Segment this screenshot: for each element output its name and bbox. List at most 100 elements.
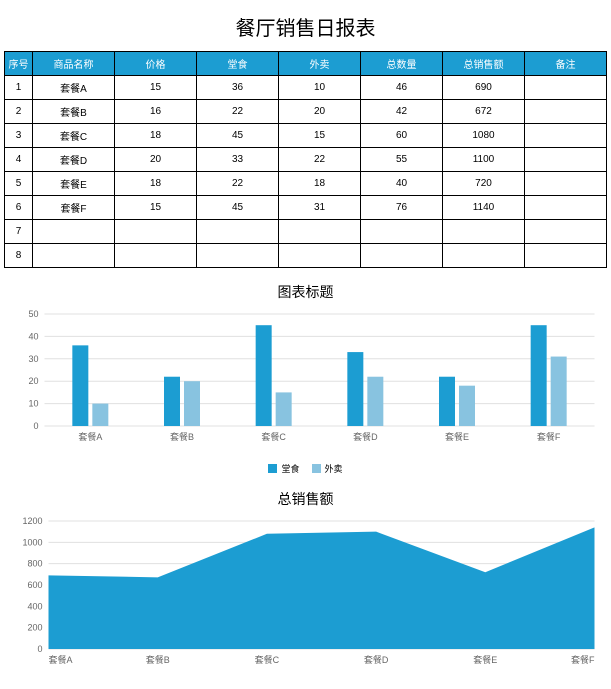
- table-cell: [279, 244, 361, 268]
- bar-chart-legend: 堂食 外卖: [4, 462, 607, 475]
- table-cell: 18: [115, 172, 197, 196]
- table-cell: 8: [5, 244, 33, 268]
- table-cell: 18: [279, 172, 361, 196]
- svg-text:800: 800: [27, 559, 42, 569]
- table-cell: 33: [197, 148, 279, 172]
- table-cell: 16: [115, 100, 197, 124]
- table-row: 1套餐A15361046690: [5, 76, 607, 100]
- bar: [164, 377, 180, 426]
- bar: [92, 404, 108, 426]
- table-row: 4套餐D203322551100: [5, 148, 607, 172]
- legend-item: 外卖: [312, 462, 343, 475]
- table-cell: [525, 244, 607, 268]
- table-cell: [279, 220, 361, 244]
- table-cell: 4: [5, 148, 33, 172]
- table-row: 7: [5, 220, 607, 244]
- svg-text:1000: 1000: [22, 537, 42, 547]
- table-cell: 7: [5, 220, 33, 244]
- legend-swatch: [312, 464, 321, 473]
- svg-text:套餐D: 套餐D: [353, 431, 378, 442]
- bar: [276, 392, 292, 426]
- bar-chart-title: 图表标题: [4, 282, 607, 302]
- svg-text:20: 20: [28, 376, 38, 386]
- table-cell: 20: [279, 100, 361, 124]
- table-cell: 1080: [443, 124, 525, 148]
- table-cell: 690: [443, 76, 525, 100]
- svg-text:0: 0: [37, 644, 42, 654]
- svg-text:套餐E: 套餐E: [445, 431, 469, 442]
- table-cell: [197, 220, 279, 244]
- table-cell: 1140: [443, 196, 525, 220]
- table-row: 3套餐C184515601080: [5, 124, 607, 148]
- table-cell: 套餐E: [33, 172, 115, 196]
- table-cell: 60: [361, 124, 443, 148]
- svg-text:套餐A: 套餐A: [78, 431, 102, 442]
- legend-label: 外卖: [325, 462, 343, 475]
- bar: [72, 345, 88, 426]
- table-header-cell: 堂食: [197, 52, 279, 76]
- table-cell: 6: [5, 196, 33, 220]
- table-cell: [525, 124, 607, 148]
- bar: [551, 357, 567, 426]
- table-cell: [443, 220, 525, 244]
- table-header-cell: 价格: [115, 52, 197, 76]
- svg-text:50: 50: [28, 309, 38, 319]
- table-cell: 2: [5, 100, 33, 124]
- table-cell: [115, 220, 197, 244]
- table-cell: [525, 220, 607, 244]
- area-chart-title: 总销售额: [4, 489, 607, 509]
- svg-text:套餐D: 套餐D: [364, 654, 389, 665]
- bar: [184, 381, 200, 426]
- area: [49, 527, 595, 649]
- table-cell: [33, 220, 115, 244]
- table-cell: 45: [197, 124, 279, 148]
- table-cell: 76: [361, 196, 443, 220]
- table-cell: [525, 196, 607, 220]
- table-cell: 1: [5, 76, 33, 100]
- bar: [459, 386, 475, 426]
- svg-text:600: 600: [27, 580, 42, 590]
- table-cell: 15: [115, 76, 197, 100]
- sales-table: 序号商品名称价格堂食外卖总数量总销售额备注 1套餐A153610466902套餐…: [4, 51, 607, 268]
- table-cell: 22: [197, 172, 279, 196]
- svg-text:套餐C: 套餐C: [255, 654, 280, 665]
- table-cell: 套餐B: [33, 100, 115, 124]
- table-header-cell: 商品名称: [33, 52, 115, 76]
- bar: [439, 377, 455, 426]
- svg-text:套餐C: 套餐C: [261, 431, 286, 442]
- table-cell: [525, 76, 607, 100]
- table-cell: 套餐A: [33, 76, 115, 100]
- table-cell: 20: [115, 148, 197, 172]
- table-cell: [115, 244, 197, 268]
- area-chart-section: 总销售额 020040060080010001200套餐A套餐B套餐C套餐D套餐…: [4, 489, 607, 685]
- table-row: 2套餐B16222042672: [5, 100, 607, 124]
- legend-label: 堂食: [281, 462, 299, 475]
- svg-text:套餐B: 套餐B: [170, 431, 194, 442]
- table-header-cell: 备注: [525, 52, 607, 76]
- table-cell: 套餐D: [33, 148, 115, 172]
- table-header-cell: 总数量: [361, 52, 443, 76]
- table-cell: 42: [361, 100, 443, 124]
- bar-chart-section: 图表标题 01020304050套餐A套餐B套餐C套餐D套餐E套餐F 堂食外卖: [4, 282, 607, 475]
- table-row: 6套餐F154531761140: [5, 196, 607, 220]
- legend-item: 堂食: [268, 462, 299, 475]
- svg-text:1200: 1200: [22, 516, 42, 526]
- svg-text:10: 10: [28, 399, 38, 409]
- legend-swatch: [268, 464, 277, 473]
- svg-text:400: 400: [27, 601, 42, 611]
- table-header-cell: 外卖: [279, 52, 361, 76]
- table-header-cell: 序号: [5, 52, 33, 76]
- table-cell: 31: [279, 196, 361, 220]
- table-cell: 22: [279, 148, 361, 172]
- table-cell: [361, 244, 443, 268]
- svg-text:30: 30: [28, 354, 38, 364]
- bar: [256, 325, 272, 426]
- table-row: 8: [5, 244, 607, 268]
- area-chart: 020040060080010001200套餐A套餐B套餐C套餐D套餐E套餐F: [4, 515, 607, 685]
- table-cell: 22: [197, 100, 279, 124]
- table-cell: 3: [5, 124, 33, 148]
- table-cell: [197, 244, 279, 268]
- table-cell: 5: [5, 172, 33, 196]
- table-cell: 15: [279, 124, 361, 148]
- svg-text:套餐E: 套餐E: [473, 654, 497, 665]
